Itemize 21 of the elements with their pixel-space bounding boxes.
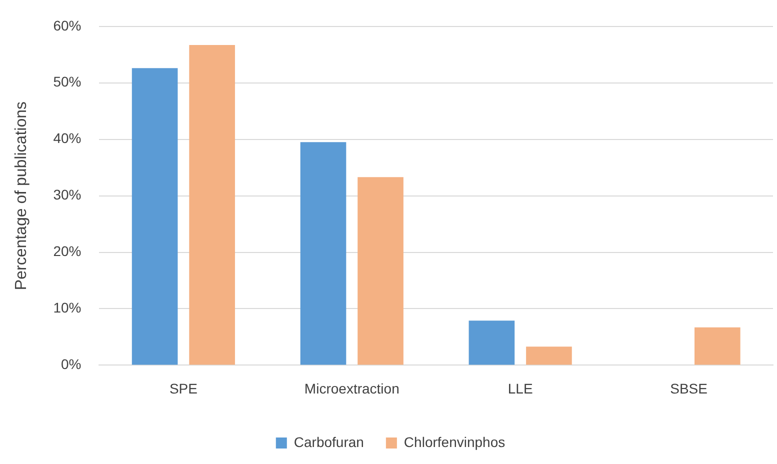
bar bbox=[300, 142, 346, 365]
x-tick-label: SBSE bbox=[670, 380, 708, 396]
x-tick-label: SPE bbox=[169, 380, 198, 396]
y-tick-label: 20% bbox=[53, 243, 82, 260]
bar bbox=[358, 177, 404, 365]
y-tick-label: 40% bbox=[53, 130, 82, 146]
y-tick-label: 0% bbox=[60, 356, 82, 372]
bar bbox=[468, 320, 515, 365]
bar bbox=[526, 346, 572, 365]
bar bbox=[132, 68, 178, 365]
bar bbox=[694, 327, 740, 365]
x-tick-label: LLE bbox=[508, 380, 533, 396]
y-tick-label: 60% bbox=[53, 17, 82, 34]
y-axis-title: Percentage of publications bbox=[13, 102, 30, 290]
y-tick-label: 30% bbox=[53, 186, 82, 203]
legend-label: Chlorfenvinphos bbox=[404, 434, 506, 450]
y-tick-label: 50% bbox=[53, 74, 82, 90]
legend-label: Carbofuran bbox=[294, 434, 364, 450]
y-tick-label: 10% bbox=[53, 300, 82, 316]
bar bbox=[189, 45, 235, 365]
x-tick-label: Microextraction bbox=[304, 380, 400, 396]
